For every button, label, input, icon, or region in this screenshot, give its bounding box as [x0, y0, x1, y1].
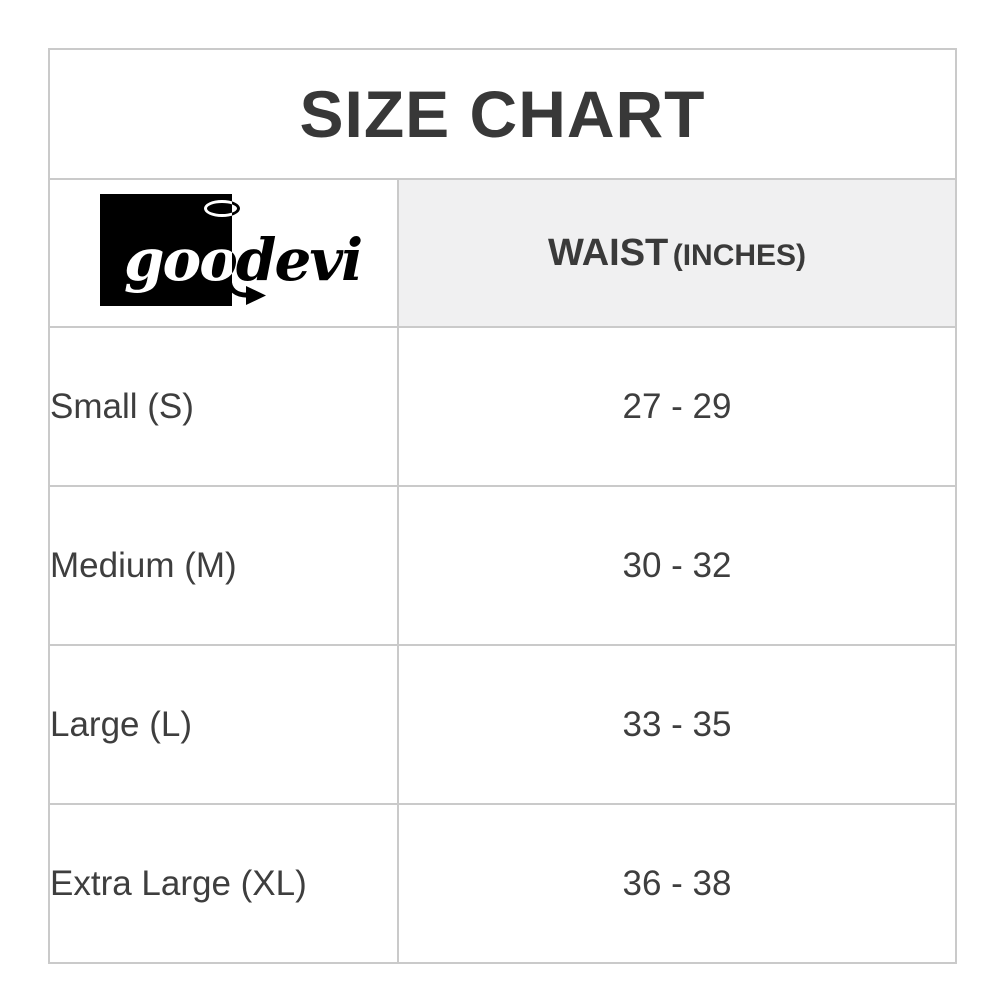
devil-tail-arrow-icon — [226, 277, 268, 311]
size-label: Medium (M) — [48, 485, 399, 646]
table-row-large: Large (L) 33 - 35 — [48, 644, 957, 805]
halo-icon — [204, 200, 240, 217]
size-label: Large (L) — [48, 644, 399, 805]
logo-word-white-part: goodevil — [100, 194, 232, 306]
waist-label: WAIST — [547, 231, 669, 274]
size-chart-table: SIZE CHART goodevil goodevil — [48, 48, 957, 964]
table-row-small: Small (S) 27 - 29 — [48, 326, 957, 487]
goodevil-logo: goodevil goodevil — [100, 192, 362, 314]
waist-column-header: WAIST (INCHES) — [397, 178, 957, 328]
table-row-medium: Medium (M) 30 - 32 — [48, 485, 957, 646]
page-title: SIZE CHART — [48, 48, 957, 180]
waist-range: 36 - 38 — [397, 803, 957, 964]
table-row-extra-large: Extra Large (XL) 36 - 38 — [48, 803, 957, 964]
logo-word-black-part: goodevil — [232, 174, 362, 330]
brand-logo-cell: goodevil goodevil — [48, 178, 399, 328]
waist-range: 27 - 29 — [397, 326, 957, 487]
title-row: SIZE CHART — [48, 48, 957, 180]
waist-range: 30 - 32 — [397, 485, 957, 646]
logo-text: goodevil — [124, 226, 232, 294]
waist-unit-label: (INCHES) — [672, 238, 807, 272]
header-row: goodevil goodevil — [48, 178, 957, 328]
logo-text: goodevil — [232, 226, 362, 294]
waist-range: 33 - 35 — [397, 644, 957, 805]
size-label: Small (S) — [48, 326, 399, 487]
size-label: Extra Large (XL) — [48, 803, 399, 964]
